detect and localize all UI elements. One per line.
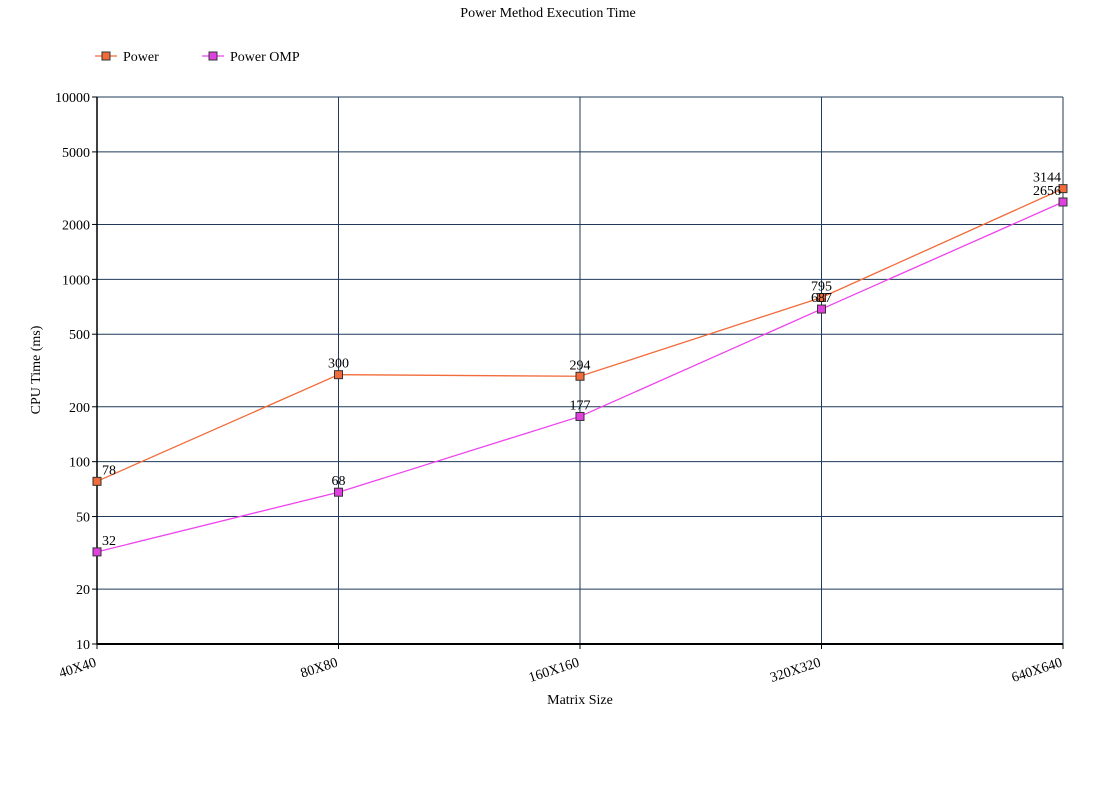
- y-tick-label: 500: [69, 328, 90, 343]
- data-label: 68: [332, 474, 346, 489]
- x-axis-label: Matrix Size: [547, 693, 613, 708]
- y-tick-label: 20: [76, 583, 90, 598]
- data-label: 3144: [1033, 171, 1061, 186]
- legend-label: Power OMP: [230, 50, 300, 65]
- legend: Power Power OMP: [95, 50, 300, 65]
- data-label: 32: [102, 534, 116, 549]
- series-0: 78 300 294 795 3144: [92, 171, 1068, 486]
- data-point: [817, 304, 826, 314]
- x-axis-ticks: 40X40 80X80 160X160 320X320 640X640: [57, 644, 1064, 686]
- y-axis-ticks: 10 20 50 100 200 500 1000 2000 5000 10000: [55, 91, 97, 653]
- data-point: [92, 476, 102, 486]
- y-tick-label: 10000: [55, 91, 90, 106]
- y-tick-label: 10: [76, 638, 90, 653]
- legend-entry: Power: [95, 50, 159, 65]
- y-tick-label: 100: [69, 456, 90, 471]
- y-tick-label: 200: [69, 401, 90, 416]
- x-tick-label: 640X640: [1010, 656, 1064, 686]
- x-tick-label: 160X160: [527, 656, 581, 686]
- data-point: [575, 371, 585, 381]
- data-label: 294: [570, 358, 591, 373]
- data-label: 687: [811, 291, 832, 306]
- legend-marker: [101, 51, 111, 61]
- data-point: [575, 411, 585, 421]
- data-label: 300: [328, 357, 349, 372]
- data-point: [92, 547, 102, 557]
- data-label: 177: [570, 398, 591, 413]
- data-point: [1058, 197, 1068, 207]
- data-label: 2656: [1033, 184, 1061, 199]
- y-axis-label: CPU Time (ms): [29, 325, 44, 414]
- legend-label: Power: [123, 50, 159, 65]
- data-point: [334, 370, 343, 380]
- data-point: [334, 487, 343, 497]
- x-tick-label: 40X40: [57, 656, 98, 682]
- y-tick-label: 50: [76, 511, 90, 526]
- y-tick-label: 2000: [62, 218, 90, 233]
- data-label: 795: [811, 279, 832, 294]
- x-tick-label: 80X80: [299, 656, 340, 682]
- data-label: 78: [102, 463, 116, 478]
- series-layer: 78 300 294 795 3144 32 68 177 687 2656: [92, 171, 1068, 557]
- y-tick-label: 5000: [62, 146, 90, 161]
- data-point: [1058, 184, 1068, 194]
- legend-entry: Power OMP: [202, 50, 300, 65]
- series-1: 32 68 177 687 2656: [92, 184, 1068, 557]
- chart-title: Power Method Execution Time: [460, 6, 635, 21]
- data-point: [817, 292, 826, 302]
- x-tick-label: 320X320: [769, 656, 823, 686]
- legend-marker: [208, 51, 218, 61]
- y-tick-label: 1000: [62, 273, 90, 288]
